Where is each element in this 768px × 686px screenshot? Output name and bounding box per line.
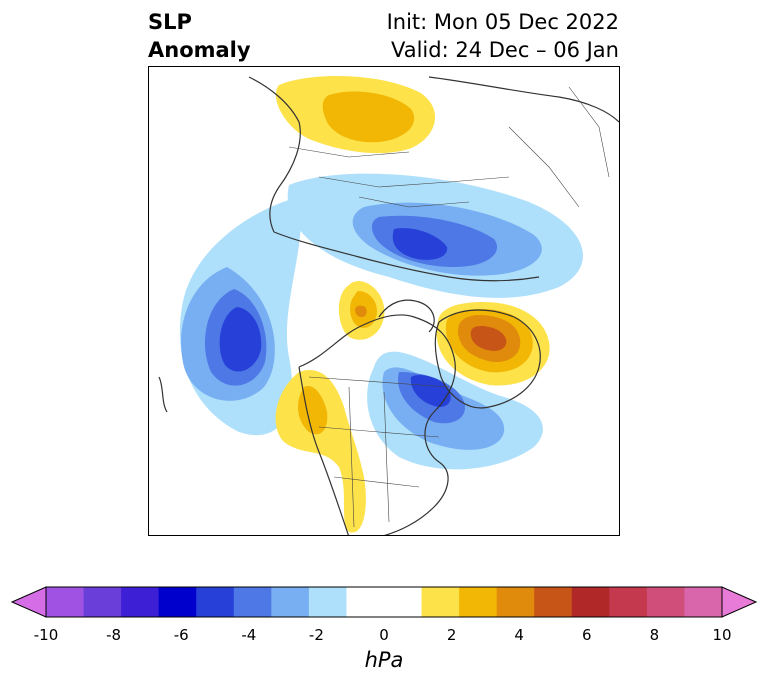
high-anomaly-arctic	[338, 281, 385, 340]
init-date: Init: Mon 05 Dec 2022	[386, 10, 619, 34]
colorbar-cell	[196, 587, 235, 617]
colorbar-cell	[46, 587, 85, 617]
colorbar	[10, 586, 758, 618]
colorbar-cell	[496, 587, 535, 617]
colorbar-cell	[684, 587, 723, 617]
colorbar-tick-label: -10	[33, 626, 59, 644]
colorbar-cells	[46, 587, 723, 617]
colorbar-extend-right	[721, 586, 758, 618]
high-anomaly-northern-europe	[275, 75, 436, 154]
colorbar-cell	[346, 587, 385, 617]
colorbar-extend-left	[10, 586, 47, 618]
colorbar-cell	[158, 587, 197, 617]
colorbar-tick-label: 10	[712, 626, 732, 644]
political-borders	[288, 86, 610, 528]
map-panel	[148, 66, 620, 536]
coastlines	[158, 76, 619, 535]
colorbar-cell	[121, 587, 160, 617]
colorbar-tick-label: 6	[582, 626, 592, 644]
high-anomaly-greenland	[436, 302, 550, 386]
colorbar-cell	[83, 587, 122, 617]
title-variable-type: Anomaly	[148, 38, 251, 62]
colorbar-unit-label: hPa	[364, 648, 404, 672]
colorbar-tick-label: -8	[106, 626, 122, 644]
colorbar-tick-label: -4	[241, 626, 257, 644]
title-variable: SLP	[148, 10, 192, 34]
colorbar-tick-label: -2	[308, 626, 324, 644]
map-title: SLP Anomaly	[148, 8, 251, 64]
colorbar-tick-label: 4	[514, 626, 524, 644]
colorbar-cell	[384, 587, 423, 617]
colorbar-tick-label: 2	[446, 626, 457, 644]
colorbar-cell	[609, 587, 648, 617]
colorbar-cell	[233, 587, 272, 617]
colorbar-cell	[459, 587, 498, 617]
low-anomaly-gulf-of-alaska	[179, 197, 302, 436]
colorbar-tick-label: 0	[379, 626, 389, 644]
high-anomaly-western-north-america	[275, 370, 366, 533]
slp-anomaly-map	[158, 75, 619, 535]
colorbar-frame	[45, 586, 723, 618]
colorbar-cell	[571, 587, 610, 617]
colorbar-cell	[534, 587, 573, 617]
colorbar-cell	[646, 587, 685, 617]
colorbar-tick-label: -6	[173, 626, 189, 644]
colorbar-cell	[308, 587, 347, 617]
colorbar-tick-label: 8	[649, 626, 660, 644]
colorbar-cell	[271, 587, 310, 617]
forecast-info: Init: Mon 05 Dec 2022 Valid: 24 Dec – 06…	[387, 8, 619, 64]
low-anomaly-siberia	[287, 173, 583, 298]
colorbar-cell	[421, 587, 460, 617]
valid-range: Valid: 24 Dec – 06 Jan	[390, 38, 619, 62]
